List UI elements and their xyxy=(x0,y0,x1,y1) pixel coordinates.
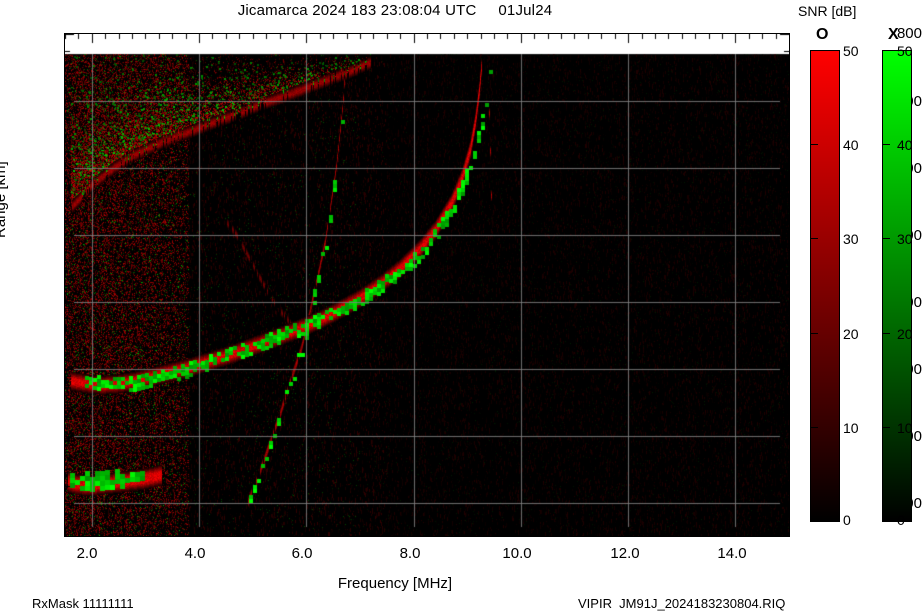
colorbar-title: SNR [dB] xyxy=(798,3,857,19)
colorbar-o-mode-label: O xyxy=(816,26,829,43)
cb-x-label-40: 40 xyxy=(897,137,913,153)
xtick-14: 14.0 xyxy=(717,545,747,562)
cb-o-tick-40 xyxy=(810,144,818,145)
ytick-800: 800 xyxy=(896,25,922,42)
rxmask-label: RxMask 11111111 xyxy=(32,596,134,611)
cb-x-tick-20 xyxy=(882,333,890,334)
cb-x-tick-30 xyxy=(882,238,890,239)
colorbar-o-mode xyxy=(810,50,840,522)
xtick-8: 8.0 xyxy=(399,545,421,562)
cb-o-tick-30 xyxy=(810,238,818,239)
cb-o-tick-20 xyxy=(810,333,818,334)
cb-x-label-10: 10 xyxy=(897,420,913,436)
colorbar-x-mode-label: X xyxy=(888,26,899,43)
cb-x-label-20: 20 xyxy=(897,326,913,342)
ionogram-canvas xyxy=(65,34,789,536)
x-axis-label: Frequency [MHz] xyxy=(337,575,453,592)
ionogram-plot xyxy=(64,33,790,537)
source-file-label: VIPIR JM91J_2024183230804.RIQ xyxy=(578,596,786,611)
xtick-4: 4.0 xyxy=(184,545,206,562)
cb-o-label-10: 10 xyxy=(843,420,859,436)
cb-o-tick-10 xyxy=(810,427,818,428)
y-axis-label: Range [km] xyxy=(0,161,9,238)
cb-x-tick-40 xyxy=(882,144,890,145)
xtick-12: 12.0 xyxy=(610,545,640,562)
cb-x-tick-10 xyxy=(882,427,890,428)
xtick-6: 6.0 xyxy=(291,545,313,562)
xtick-2: 2.0 xyxy=(76,545,98,562)
cb-x-label-50: 50 xyxy=(897,43,913,59)
cb-o-label-40: 40 xyxy=(843,137,859,153)
cb-o-label-30: 30 xyxy=(843,231,859,247)
cb-o-label-50: 50 xyxy=(843,43,859,59)
cb-o-label-20: 20 xyxy=(843,326,859,342)
xtick-10: 10.0 xyxy=(502,545,532,562)
cb-x-label-0: 0 xyxy=(897,512,905,528)
colorbar-x-mode xyxy=(882,50,912,522)
page-title: Jicamarca 2024 183 23:08:04 UTC 01Jul24 xyxy=(237,2,553,19)
cb-o-label-0: 0 xyxy=(843,512,851,528)
cb-x-label-30: 30 xyxy=(897,231,913,247)
